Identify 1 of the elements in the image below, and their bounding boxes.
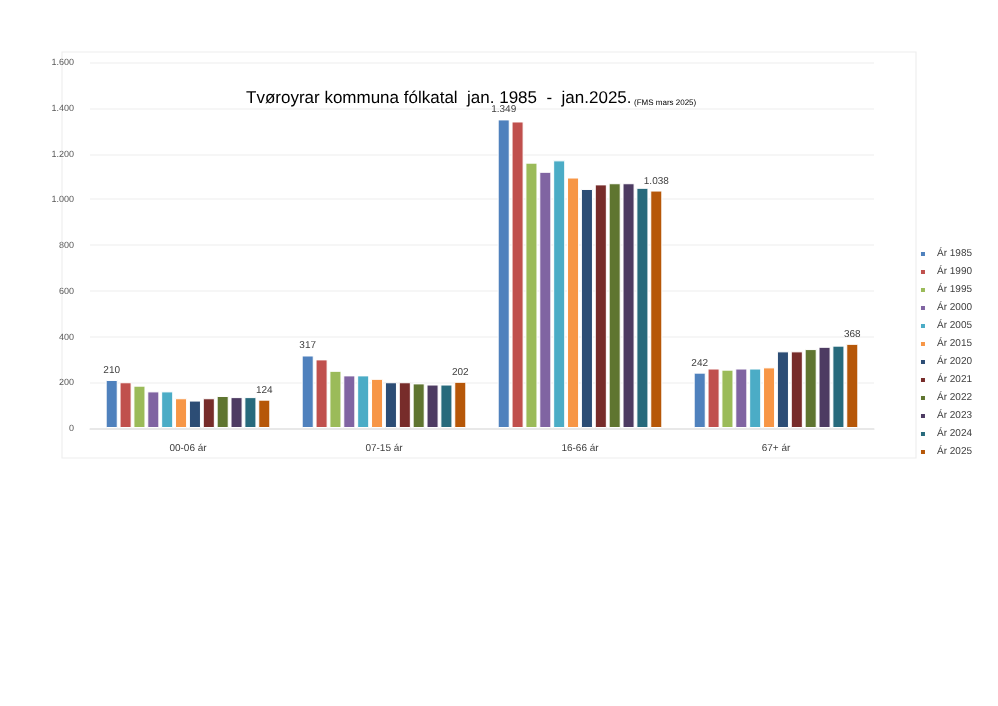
text: Tvøroyrar kommuna fólkatal jan. 1985 - jan.2025. (246, 87, 632, 107)
